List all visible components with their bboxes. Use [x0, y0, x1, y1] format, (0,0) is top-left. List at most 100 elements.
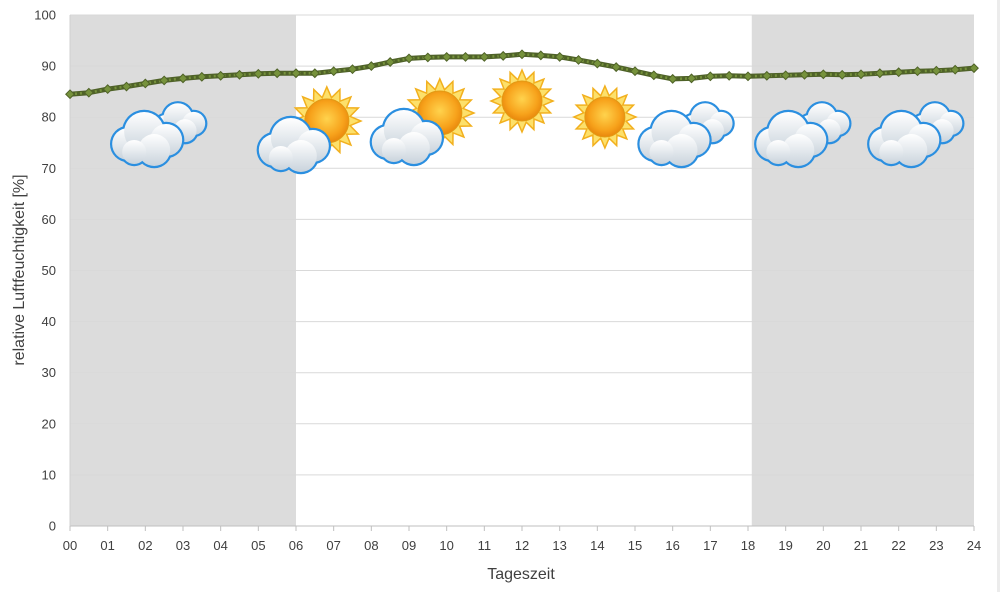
sun-icon	[489, 68, 555, 134]
cloud-fill	[879, 140, 904, 164]
x-tick-label: 03	[176, 538, 190, 553]
data-point	[253, 68, 264, 79]
x-tick-label: 19	[778, 538, 792, 553]
x-tick-label: 06	[289, 538, 303, 553]
cloud-shape	[256, 115, 332, 175]
cloud-fill	[284, 140, 317, 172]
data-point	[856, 69, 866, 80]
x-tick-label: 18	[741, 538, 755, 553]
y-tick-label: 40	[42, 314, 56, 329]
y-tick-label: 10	[42, 467, 56, 482]
y-tick-label: 90	[42, 59, 56, 74]
data-point	[196, 71, 207, 82]
data-point	[328, 66, 339, 77]
data-point	[215, 70, 226, 81]
x-tick-label: 07	[326, 538, 340, 553]
data-point	[65, 89, 75, 100]
data-point	[291, 68, 301, 79]
x-tick-label: 14	[590, 538, 604, 553]
data-point	[272, 68, 283, 79]
cloud-fill	[895, 134, 928, 166]
x-tick-label: 09	[402, 538, 416, 553]
x-tick-label: 21	[854, 538, 868, 553]
data-point	[422, 52, 433, 63]
data-point	[366, 61, 377, 72]
data-point	[931, 65, 942, 76]
cloud-fill	[782, 134, 815, 166]
data-point	[761, 70, 772, 81]
x-tick-label: 00	[63, 538, 77, 553]
data-point	[441, 51, 452, 62]
data-point	[347, 64, 358, 75]
x-tick-label: 02	[138, 538, 152, 553]
data-point	[611, 62, 622, 73]
x-tick-label: 15	[628, 538, 642, 553]
cloud-shape	[109, 109, 185, 169]
data-point	[780, 70, 791, 81]
cloud-icon	[637, 101, 735, 169]
cloud-icon	[867, 101, 965, 169]
x-tick-label: 24	[967, 538, 981, 553]
data-point	[950, 64, 961, 75]
x-tick-label: 08	[364, 538, 378, 553]
data-point	[479, 51, 490, 62]
data-point	[178, 73, 188, 84]
cloud-fill	[766, 140, 791, 164]
x-tick-labels: 00 01 02 03 04 05 06 07 08 09 10 11 12 13 14 15 16 17 18 19…	[63, 526, 981, 553]
right-edge-strip	[997, 0, 1000, 592]
data-point	[667, 73, 678, 84]
x-tick-label: 04	[213, 538, 227, 553]
x-tick-label: 10	[439, 538, 453, 553]
data-point	[969, 63, 979, 74]
data-point	[648, 70, 659, 81]
data-point	[309, 68, 320, 79]
y-tick-label: 0	[49, 519, 56, 534]
x-tick-label: 20	[816, 538, 830, 553]
x-tick-label: 11	[478, 538, 492, 553]
data-point	[404, 53, 414, 64]
cloud-shape	[369, 107, 445, 167]
weather-icons	[109, 68, 965, 175]
x-tick-label: 23	[929, 538, 943, 553]
sun-disc	[584, 96, 626, 138]
data-point	[159, 75, 170, 86]
data-point	[554, 51, 565, 62]
y-tick-label: 50	[42, 263, 56, 278]
y-tick-label: 60	[42, 212, 56, 227]
cloud-icon	[754, 101, 852, 169]
data-point	[498, 50, 509, 61]
cloud-fill	[397, 132, 430, 164]
sun-disc	[501, 80, 543, 122]
y-tick-label: 20	[42, 416, 56, 431]
sun-shape	[571, 84, 638, 150]
sun-cloud-icon	[369, 77, 476, 167]
humidity-series	[65, 49, 979, 100]
sun-cloud-icon	[256, 85, 363, 175]
cloud-shape	[867, 109, 942, 169]
x-tick-label: 22	[891, 538, 905, 553]
data-point	[517, 49, 527, 60]
data-point	[102, 84, 113, 95]
x-tick-label: 16	[665, 538, 679, 553]
cloud-fill	[122, 140, 147, 164]
data-point	[818, 69, 829, 80]
x-tick-label: 05	[251, 538, 265, 553]
data-point	[705, 71, 716, 82]
x-tick-label: 17	[703, 538, 717, 553]
cloud-fill	[665, 134, 698, 166]
data-point	[724, 70, 735, 81]
data-point	[837, 69, 848, 80]
data-point	[630, 66, 640, 77]
data-point	[686, 73, 697, 84]
data-point	[573, 55, 584, 65]
sun-shape	[489, 68, 555, 134]
y-axis-title: relative Luftfeuchtigkeit [%]	[11, 174, 28, 365]
x-axis-title: Tageszeit	[487, 566, 555, 583]
y-tick-label: 70	[42, 161, 56, 176]
data-point	[912, 66, 923, 77]
y-tick-labels: 0 10 20 30 40 50 60 70 80 90 100	[34, 8, 56, 534]
data-point	[592, 58, 603, 69]
x-tick-label: 12	[515, 538, 529, 553]
cloud-fill	[381, 138, 406, 162]
